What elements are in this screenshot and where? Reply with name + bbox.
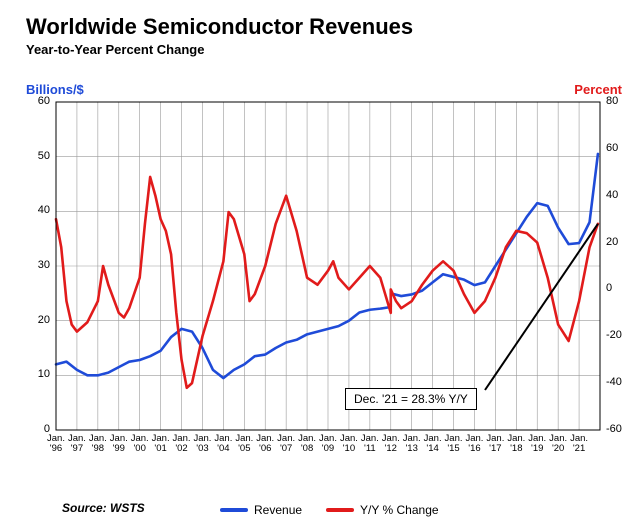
legend-label-yoy: Y/Y % Change (360, 503, 439, 517)
x-tick: Jan.'07 (276, 434, 296, 454)
x-tick: Jan.'16 (464, 434, 484, 454)
legend-swatch-yoy (326, 508, 354, 512)
legend-item-yoy: Y/Y % Change (326, 503, 439, 517)
x-tick: Jan.'98 (88, 434, 108, 454)
x-tick: Jan.'18 (506, 434, 526, 454)
y-right-tick: -60 (606, 423, 622, 435)
y-right-tick: -20 (606, 329, 622, 341)
legend: Revenue Y/Y % Change (220, 503, 439, 517)
x-tick: Jan.'11 (360, 434, 380, 454)
x-tick: Jan.'00 (130, 434, 150, 454)
y-left-tick: 10 (38, 368, 50, 380)
x-tick: Jan.'97 (67, 434, 87, 454)
callout-label: Dec. '21 = 28.3% Y/Y (345, 388, 477, 410)
legend-item-revenue: Revenue (220, 503, 302, 517)
x-tick: Jan.'15 (444, 434, 464, 454)
y-right-tick: 40 (606, 189, 618, 201)
y-right-tick: 20 (606, 236, 618, 248)
x-tick: Jan.'06 (255, 434, 275, 454)
x-tick: Jan.'01 (151, 434, 171, 454)
x-tick: Jan.'12 (381, 434, 401, 454)
x-tick: Jan.'05 (234, 434, 254, 454)
x-tick: Jan.'99 (109, 434, 129, 454)
x-tick: Jan.'08 (297, 434, 317, 454)
y-left-tick: 40 (38, 204, 50, 216)
y-left-tick: 60 (38, 95, 50, 107)
y-left-tick: 30 (38, 259, 50, 271)
x-tick: Jan.'20 (548, 434, 568, 454)
y-right-tick: 0 (606, 282, 612, 294)
x-tick: Jan.'10 (339, 434, 359, 454)
x-tick: Jan.'19 (527, 434, 547, 454)
x-tick: Jan.'13 (402, 434, 422, 454)
x-tick: Jan.'03 (192, 434, 212, 454)
x-tick: Jan.'21 (569, 434, 589, 454)
legend-label-revenue: Revenue (254, 503, 302, 517)
legend-swatch-revenue (220, 508, 248, 512)
y-left-tick: 20 (38, 314, 50, 326)
y-left-tick: 50 (38, 150, 50, 162)
y-right-tick: 60 (606, 142, 618, 154)
x-tick: Jan.'04 (213, 434, 233, 454)
y-right-tick: 80 (606, 95, 618, 107)
y-right-tick: -40 (606, 376, 622, 388)
x-tick: Jan.'17 (485, 434, 505, 454)
x-tick: Jan.'02 (172, 434, 192, 454)
x-tick: Jan.'96 (46, 434, 66, 454)
x-tick: Jan.'09 (318, 434, 338, 454)
x-tick: Jan.'14 (423, 434, 443, 454)
